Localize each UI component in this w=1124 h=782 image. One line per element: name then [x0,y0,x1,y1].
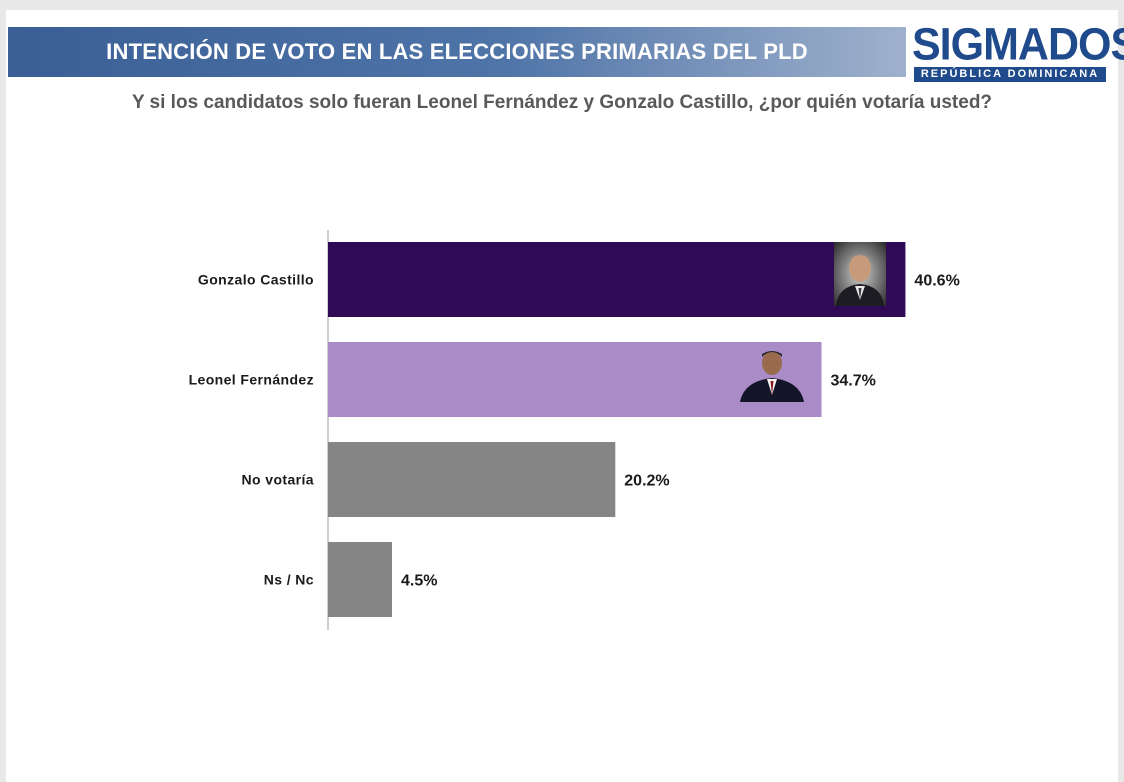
logo-subtext: REPÚBLICA DOMINICANA [914,67,1106,82]
page-title: INTENCIÓN DE VOTO EN LAS ELECCIONES PRIM… [106,39,808,64]
gonzalo-castillo-photo [834,242,886,306]
survey-question: Y si los candidatos solo fueran Leonel F… [131,92,993,113]
category-label-1: Leonel Fernández [189,372,314,388]
bar-3 [328,542,392,617]
value-label-3: 4.5% [401,573,437,590]
category-label-0: Gonzalo Castillo [198,272,314,288]
sigmados-logo: SIGMADOS REPÚBLICA DOMINICANA [912,19,1124,82]
bar-2 [328,442,616,517]
category-label-3: Ns / Nc [264,572,314,588]
value-label-1: 34.7% [831,373,876,390]
leonel-fernandez-photo [740,351,804,402]
slide: INTENCIÓN DE VOTO EN LAS ELECCIONES PRIM… [6,10,1124,782]
bar-0 [328,242,906,317]
value-label-0: 40.6% [914,273,959,290]
title-banner: INTENCIÓN DE VOTO EN LAS ELECCIONES PRIM… [8,27,906,77]
bar-1 [328,342,822,417]
logo-text: SIGMADOS [912,19,1124,71]
value-label-2: 20.2% [624,473,669,490]
category-label-2: No votaría [242,472,314,488]
